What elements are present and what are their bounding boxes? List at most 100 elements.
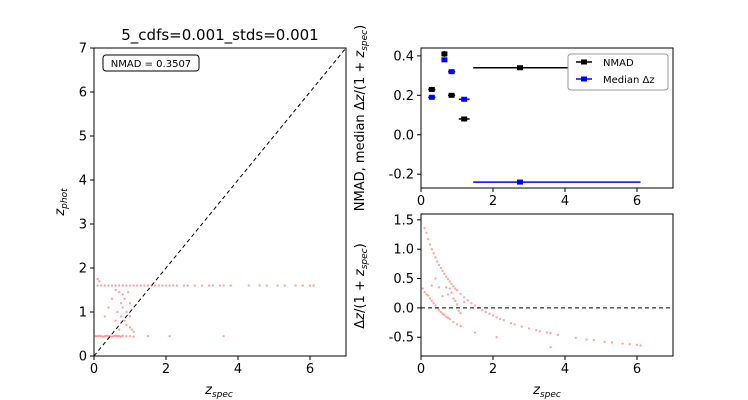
legend-marker-nmad — [576, 59, 592, 65]
scatter-point — [132, 284, 135, 287]
residual-point — [450, 282, 453, 286]
scatter-point — [154, 284, 157, 287]
scatter-point — [98, 280, 101, 283]
residual-point — [459, 324, 462, 328]
y-axis-label-zphot: zphot — [53, 188, 70, 217]
scatter-point — [186, 284, 189, 287]
x-axis-ticks-zphot: 0 2 4 6 — [90, 356, 314, 377]
residual-point — [452, 284, 455, 288]
residual-point — [509, 321, 513, 325]
y-axis-label-subscript: phot — [60, 188, 70, 210]
residual-point — [502, 319, 505, 322]
one-to-one-reference-line — [93, 47, 347, 357]
residual-point — [463, 296, 466, 299]
y-axis-label-residual: Δz/(1 + zspec) — [353, 243, 370, 328]
x-axis-ticks-residual: 0 2 4 6 — [417, 356, 641, 377]
scatter-point — [222, 335, 225, 338]
scatter-point — [110, 335, 114, 338]
svg-text:NMAD, median Δz/(1 + zspec): NMAD, median Δz/(1 + zspec) — [353, 25, 370, 211]
scatter-point — [118, 284, 121, 287]
scatter-point — [128, 302, 132, 305]
residual-point — [446, 277, 450, 281]
svg-text:Δz/(1 + zspec): Δz/(1 + zspec) — [353, 243, 370, 328]
scatter-point — [128, 284, 132, 287]
residual-point — [455, 323, 459, 326]
residual-point — [452, 297, 455, 300]
median-errorbar-point — [448, 69, 456, 75]
nmad-y-tick-label: 0.4 — [393, 49, 414, 64]
scatter-point — [121, 306, 125, 309]
scatter-point — [118, 335, 121, 338]
nmad-y-tick-label: -0.2 — [389, 168, 414, 183]
residual-point — [450, 291, 453, 294]
residual-point — [430, 299, 433, 303]
scatter-point — [157, 284, 160, 287]
residual-point — [432, 252, 435, 255]
residual-point — [443, 313, 446, 317]
scatter-point — [114, 319, 117, 322]
chart-title: 5_cdfs=0.001_stds=0.001 — [121, 26, 318, 45]
zphot-y-tick-label: 0 — [79, 350, 87, 365]
zphot-y-tick-label: 4 — [79, 174, 87, 189]
residual-point — [549, 345, 552, 349]
legend-marker-median — [576, 76, 592, 82]
scatter-points-zphot — [94, 277, 315, 338]
residual-point — [436, 260, 439, 263]
y-axis-ticks-residual: -0.5 0.0 0.5 1.0 1.5 — [389, 213, 421, 346]
residual-point — [443, 272, 446, 276]
residual-point — [549, 331, 552, 335]
y-axis-label-nmad: NMAD, median Δz/(1 + zspec) — [353, 25, 370, 211]
scatter-point — [247, 284, 250, 287]
residual-point — [455, 289, 459, 292]
residual-point — [484, 310, 487, 314]
scatter-point — [105, 334, 108, 337]
residual-y-tick-label: 1.0 — [393, 243, 414, 258]
legend-label-median: Median Δz — [603, 75, 655, 86]
residual-point — [448, 317, 451, 321]
residual-point — [463, 300, 466, 304]
scatter-point — [132, 330, 135, 333]
scatter-point — [119, 335, 123, 338]
scatter-point — [123, 297, 126, 300]
residual-point — [454, 299, 457, 303]
residual-y-tick-label: 0.0 — [393, 301, 414, 316]
residual-point — [585, 338, 588, 341]
residual-point — [425, 293, 428, 296]
scatter-point — [208, 284, 211, 287]
scatter-point — [211, 284, 214, 287]
residual-point — [592, 338, 595, 342]
residual-point — [434, 256, 437, 259]
residual-point — [427, 238, 430, 241]
scatter-point — [229, 284, 232, 287]
scatter-point — [276, 284, 279, 287]
residual-point — [639, 344, 642, 347]
residual-point — [466, 299, 469, 302]
scatter-point — [103, 315, 107, 318]
scatter-point — [143, 284, 146, 287]
residual-point — [425, 231, 428, 234]
panel-zphot-vs-zspec: 0 2 4 6 0 1 2 3 4 5 6 7 5_cdfs=0.001_stds=0.001 zs… — [53, 26, 347, 400]
scatter-point — [130, 328, 133, 331]
svg-text:zspec: zspec — [532, 383, 561, 400]
residual-point — [495, 316, 498, 319]
nmad-errorbar-point — [428, 86, 436, 92]
residual-point — [421, 287, 424, 290]
scatter-point — [114, 284, 117, 287]
scatter-point — [193, 284, 196, 287]
residual-point — [621, 342, 624, 345]
residual-point — [434, 277, 437, 280]
x-axis-label-subscript: spec — [212, 390, 233, 400]
residual-point — [473, 304, 477, 307]
residual-point — [527, 327, 531, 330]
zphot-y-tick-label: 6 — [79, 86, 87, 101]
residual-point — [448, 287, 451, 290]
x-axis-label-zphot: zspec — [204, 383, 233, 400]
scatter-point — [96, 277, 99, 281]
errorbar-series — [428, 50, 641, 185]
residual-point — [428, 243, 432, 246]
residual-point — [441, 294, 444, 298]
scatter-point — [125, 284, 128, 287]
svg-text:zspec: zspec — [204, 383, 233, 400]
residual-point — [459, 292, 462, 296]
residual-point — [428, 297, 432, 300]
